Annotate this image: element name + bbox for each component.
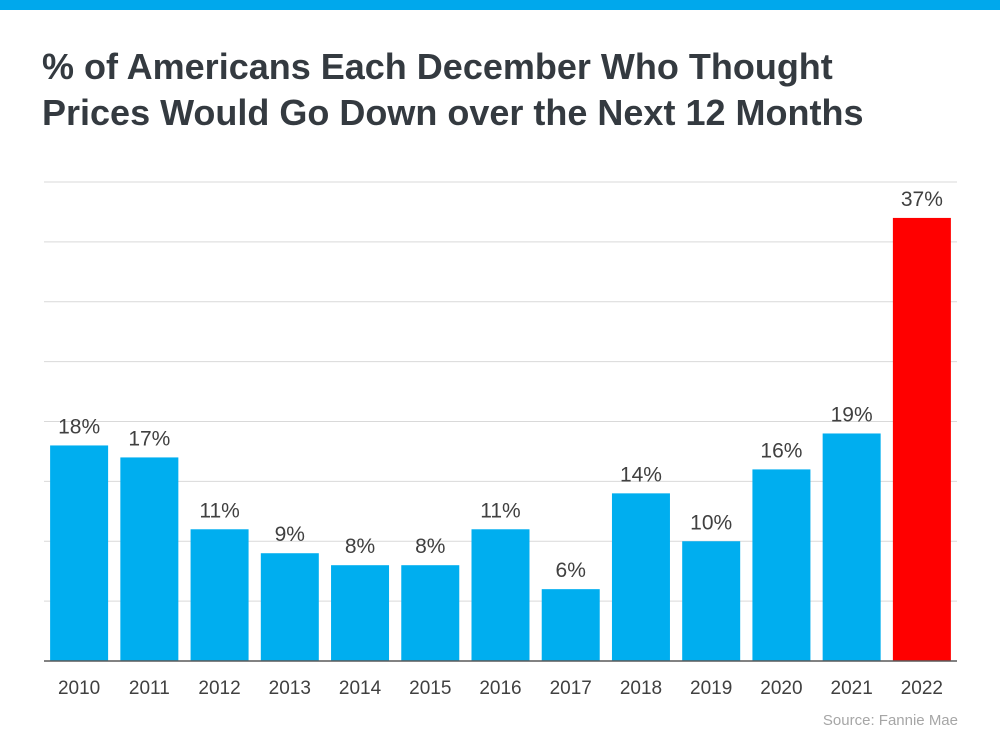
x-tick-label-2010: 2010: [58, 678, 100, 699]
x-tick-label-2017: 2017: [550, 678, 592, 699]
x-tick-label-2011: 2011: [129, 678, 170, 699]
data-label-2018: 14%: [620, 463, 662, 486]
bar-2022: [892, 217, 951, 662]
x-tick-label-2014: 2014: [339, 678, 382, 699]
bar-2020: [752, 469, 811, 661]
x-tick-label-2015: 2015: [409, 678, 451, 699]
chart-title-line-2: Prices Would Go Down over the Next 12 Mo…: [42, 92, 864, 133]
x-tick-label-2022: 2022: [901, 678, 943, 699]
x-tick-label-2016: 2016: [479, 678, 521, 699]
data-label-2012: 11%: [199, 499, 239, 522]
bar-2015: [401, 565, 460, 661]
data-label-2014: 8%: [345, 535, 375, 558]
data-label-2011: 17%: [128, 427, 170, 450]
data-label-2022: 37%: [901, 188, 943, 211]
chart-title: % of Americans Each December Who Thought…: [42, 44, 982, 136]
bar-2011: [120, 457, 179, 661]
bar-2010: [50, 445, 109, 661]
data-label-2020: 16%: [760, 439, 802, 462]
top-accent-bar: [0, 0, 1000, 10]
x-tick-label-2020: 2020: [760, 678, 802, 699]
data-label-2016: 11%: [480, 499, 520, 522]
data-label-2015: 8%: [415, 535, 445, 558]
x-tick-label-2019: 2019: [690, 678, 732, 699]
x-tick-label-2018: 2018: [620, 678, 662, 699]
bar-2012: [190, 529, 249, 661]
bar-2014: [331, 565, 390, 661]
data-label-2021: 19%: [831, 403, 873, 426]
bar-2018: [611, 493, 670, 661]
chart-title-line-1: % of Americans Each December Who Thought: [42, 46, 833, 87]
x-tick-label-2013: 2013: [269, 678, 311, 699]
data-label-2019: 10%: [690, 511, 732, 534]
bar-2013: [260, 553, 319, 661]
data-label-2013: 9%: [275, 523, 305, 546]
x-tick-label-2012: 2012: [198, 678, 240, 699]
bar-2021: [822, 433, 881, 661]
data-label-2017: 6%: [556, 559, 586, 582]
bar-2016: [471, 529, 530, 661]
data-label-2010: 18%: [58, 415, 100, 438]
x-tick-label-2021: 2021: [831, 678, 873, 699]
bar-2017: [541, 589, 600, 661]
bar-2019: [682, 541, 741, 661]
source-note: Source: Fannie Mae: [822, 712, 958, 729]
